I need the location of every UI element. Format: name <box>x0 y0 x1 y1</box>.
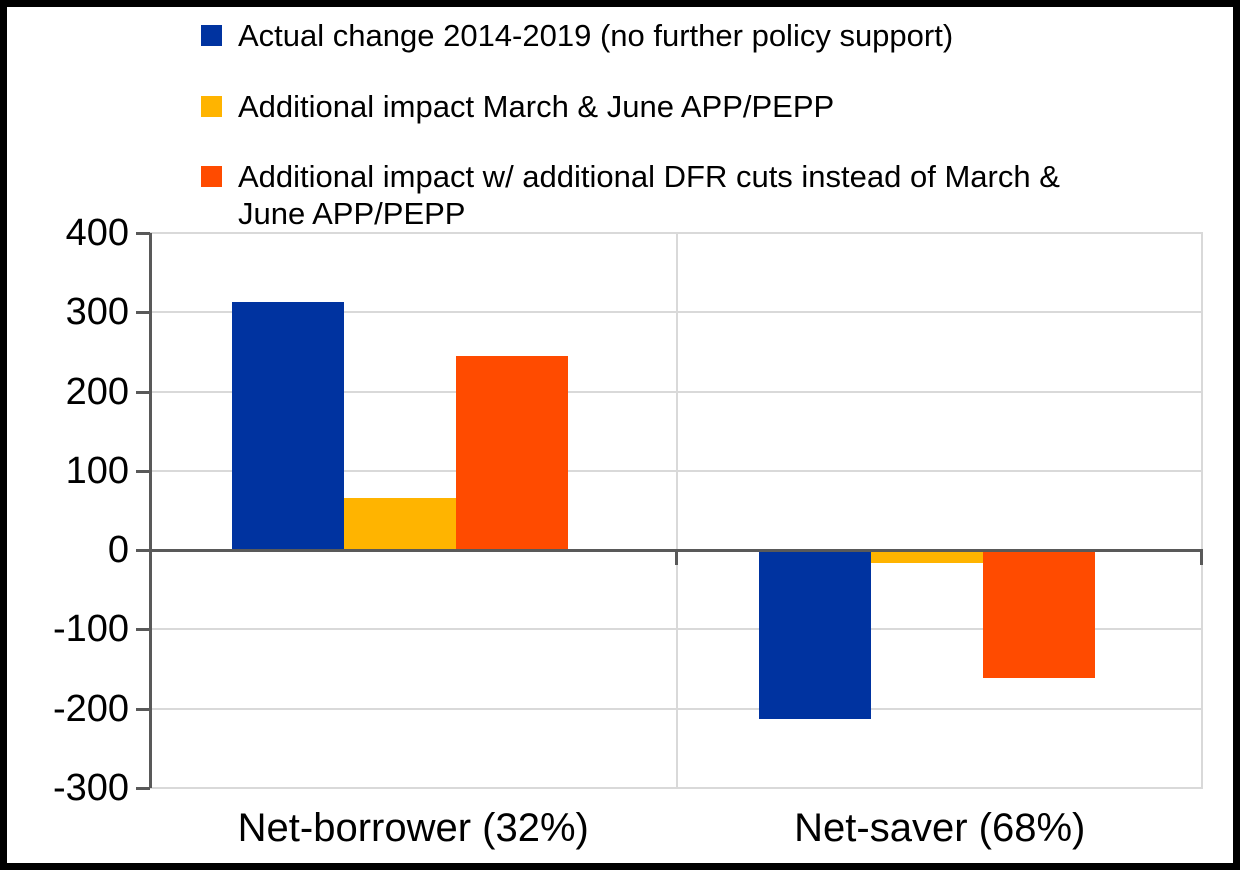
y-axis-tick <box>136 311 150 315</box>
bar-blue-net-borrower <box>232 301 344 551</box>
category-divider-line <box>675 233 678 788</box>
y-axis-tick-label: -300 <box>52 767 129 809</box>
x-axis-tick <box>1200 551 1203 565</box>
bar-yellow-net-borrower <box>344 497 456 551</box>
y-axis-tick-label: -100 <box>52 608 129 651</box>
y-axis-tick <box>136 232 150 235</box>
x-axis-category-label: Net-saver (68%) <box>794 806 1086 850</box>
legend-item: Actual change 2014-2019 (no further poli… <box>201 17 953 54</box>
orange-square-swatch <box>201 166 222 187</box>
x-axis-tick <box>674 551 678 565</box>
y-axis-tick <box>136 628 150 632</box>
legend-item-label: Actual change 2014-2019 (no further poli… <box>238 18 954 53</box>
legend-item: Additional impact w/ additional DFR cuts… <box>201 158 1060 232</box>
y-axis-tick <box>136 787 150 790</box>
zero-baseline <box>136 548 1203 552</box>
y-axis-line <box>149 233 152 788</box>
legend-item-label: Additional impact March & June APP/PEPP <box>238 89 835 124</box>
plot-right-border <box>1201 233 1203 788</box>
y-axis-tick <box>136 469 150 473</box>
y-axis-tick-label: 200 <box>65 370 129 413</box>
yellow-square-swatch <box>201 96 222 117</box>
bar-orange-net-borrower <box>456 355 568 551</box>
x-axis-category-label: Net-borrower (32%) <box>237 806 589 850</box>
bar-orange-net-saver <box>982 551 1095 678</box>
y-axis-tick-label: 300 <box>65 291 129 334</box>
y-axis-tick-label: -200 <box>52 687 129 730</box>
y-axis-tick-label: 0 <box>107 529 129 572</box>
bar-yellow-net-saver <box>870 551 983 564</box>
gridline--300 <box>150 787 1203 789</box>
y-axis-tick <box>136 707 150 711</box>
x-axis-tick <box>149 551 152 565</box>
y-axis-tick <box>136 390 150 394</box>
y-axis-tick-label: 100 <box>65 449 129 492</box>
blue-square-swatch <box>201 25 222 46</box>
legend-item: Additional impact March & June APP/PEPP <box>201 88 834 125</box>
legend-item-label: Additional impact w/ additional DFR cuts… <box>238 159 1060 231</box>
bar-blue-net-saver <box>758 551 871 720</box>
y-axis-tick-label: 400 <box>65 212 129 254</box>
